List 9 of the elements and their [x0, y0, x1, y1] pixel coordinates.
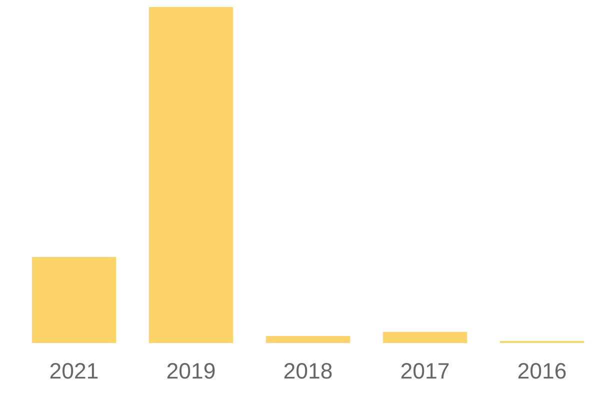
x-tick-label: 2017 [401, 363, 449, 379]
bar [382, 332, 468, 343]
bar [266, 336, 350, 343]
x-tick-label: 2021 [50, 363, 98, 379]
x-tick-label: 2018 [284, 363, 332, 379]
bar [148, 7, 234, 343]
x-tick-label: 2016 [518, 363, 566, 379]
x-tick-label: 2019 [167, 363, 215, 379]
bar [32, 256, 116, 343]
